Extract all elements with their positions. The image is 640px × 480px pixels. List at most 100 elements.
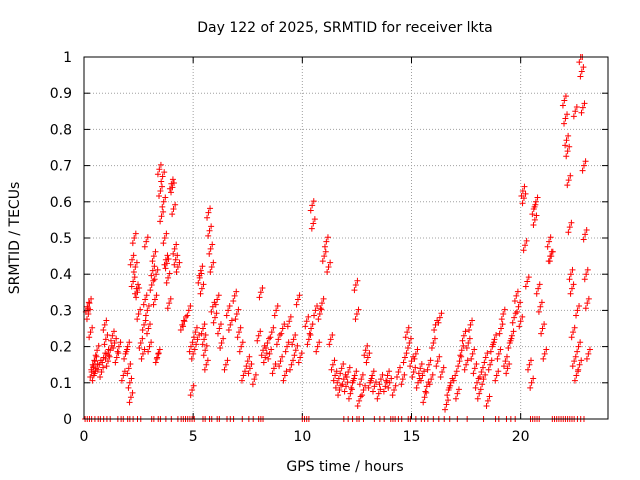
- data-point: [135, 311, 142, 318]
- data-point: [329, 361, 336, 368]
- data-point: [367, 377, 374, 384]
- data-point: [167, 295, 174, 302]
- data-point: [298, 350, 305, 357]
- data-point: [377, 376, 384, 383]
- data-point: [436, 353, 443, 360]
- data-point: [262, 354, 269, 361]
- data-point: [522, 283, 529, 290]
- data-point: [154, 266, 161, 273]
- data-point: [88, 295, 95, 302]
- data-point: [146, 343, 153, 350]
- data-point: [564, 111, 571, 118]
- data-point: [401, 371, 408, 378]
- data-point: [364, 342, 371, 349]
- data-point: [436, 314, 443, 321]
- data-point: [149, 267, 156, 274]
- data-point: [318, 300, 325, 307]
- data-point: [460, 332, 467, 339]
- data-point: [85, 299, 92, 306]
- data-point: [548, 253, 555, 260]
- data-point: [144, 330, 151, 337]
- y-axis-label: SRMTID / TECUs: [7, 182, 23, 295]
- data-point: [456, 358, 463, 365]
- data-point: [511, 314, 518, 321]
- data-point: [415, 370, 422, 377]
- data-point: [575, 366, 582, 373]
- data-point: [110, 345, 117, 352]
- data-point: [221, 366, 228, 373]
- data-point: [450, 377, 457, 384]
- x-tick-label: 20: [512, 429, 530, 445]
- data-point: [109, 332, 116, 339]
- data-point: [153, 292, 160, 299]
- data-point: [152, 359, 159, 366]
- data-point: [201, 336, 208, 343]
- data-point: [199, 325, 206, 332]
- data-point: [411, 355, 418, 362]
- data-point: [345, 368, 352, 375]
- data-point: [462, 328, 469, 335]
- data-point: [238, 343, 245, 350]
- data-point: [210, 259, 217, 266]
- data-point: [204, 214, 211, 221]
- data-point: [89, 324, 96, 331]
- data-point: [515, 303, 522, 310]
- data-point: [124, 370, 131, 377]
- data-point: [327, 259, 334, 266]
- data-point: [410, 368, 417, 375]
- data-point: [155, 350, 162, 357]
- data-point: [401, 354, 408, 361]
- data-point: [196, 272, 203, 279]
- data-point: [307, 207, 314, 214]
- data-point: [541, 350, 548, 357]
- data-point: [278, 330, 285, 337]
- data-point: [223, 312, 230, 319]
- data-point: [257, 328, 264, 335]
- data-point: [170, 206, 177, 213]
- data-point: [263, 345, 269, 352]
- data-point: [239, 339, 246, 346]
- data-point: [208, 263, 215, 270]
- data-point: [405, 324, 412, 331]
- data-point: [528, 357, 534, 364]
- data-point: [495, 368, 502, 375]
- y-tick-label: 0: [63, 412, 72, 428]
- data-point: [161, 169, 168, 176]
- data-point: [103, 317, 110, 324]
- data-point: [583, 271, 590, 278]
- data-point: [127, 360, 134, 367]
- data-point: [463, 361, 470, 368]
- data-point: [246, 353, 253, 360]
- data-point: [459, 337, 466, 344]
- data-point: [270, 365, 277, 372]
- data-point: [359, 392, 366, 399]
- data-point: [199, 263, 206, 270]
- data-point: [455, 386, 462, 393]
- data-point: [361, 352, 368, 359]
- data-point: [317, 305, 324, 312]
- data-point: [386, 368, 393, 375]
- data-point: [314, 343, 321, 350]
- data-point: [577, 73, 584, 80]
- data-point: [85, 305, 92, 312]
- data-point: [571, 324, 578, 331]
- data-point: [576, 59, 583, 66]
- data-point: [249, 381, 256, 388]
- data-point: [150, 277, 157, 284]
- data-point: [172, 256, 179, 263]
- data-point: [353, 368, 360, 375]
- data-point: [364, 354, 371, 361]
- data-point: [466, 335, 473, 342]
- data-point: [516, 323, 523, 330]
- data-point: [454, 390, 461, 397]
- data-point: [226, 303, 233, 310]
- data-point: [569, 266, 576, 273]
- data-point: [281, 321, 288, 328]
- data-point: [414, 346, 421, 353]
- data-point: [216, 325, 223, 332]
- data-point: [326, 341, 333, 348]
- data-point: [110, 328, 117, 335]
- data-point: [212, 314, 218, 321]
- data-point: [189, 387, 196, 394]
